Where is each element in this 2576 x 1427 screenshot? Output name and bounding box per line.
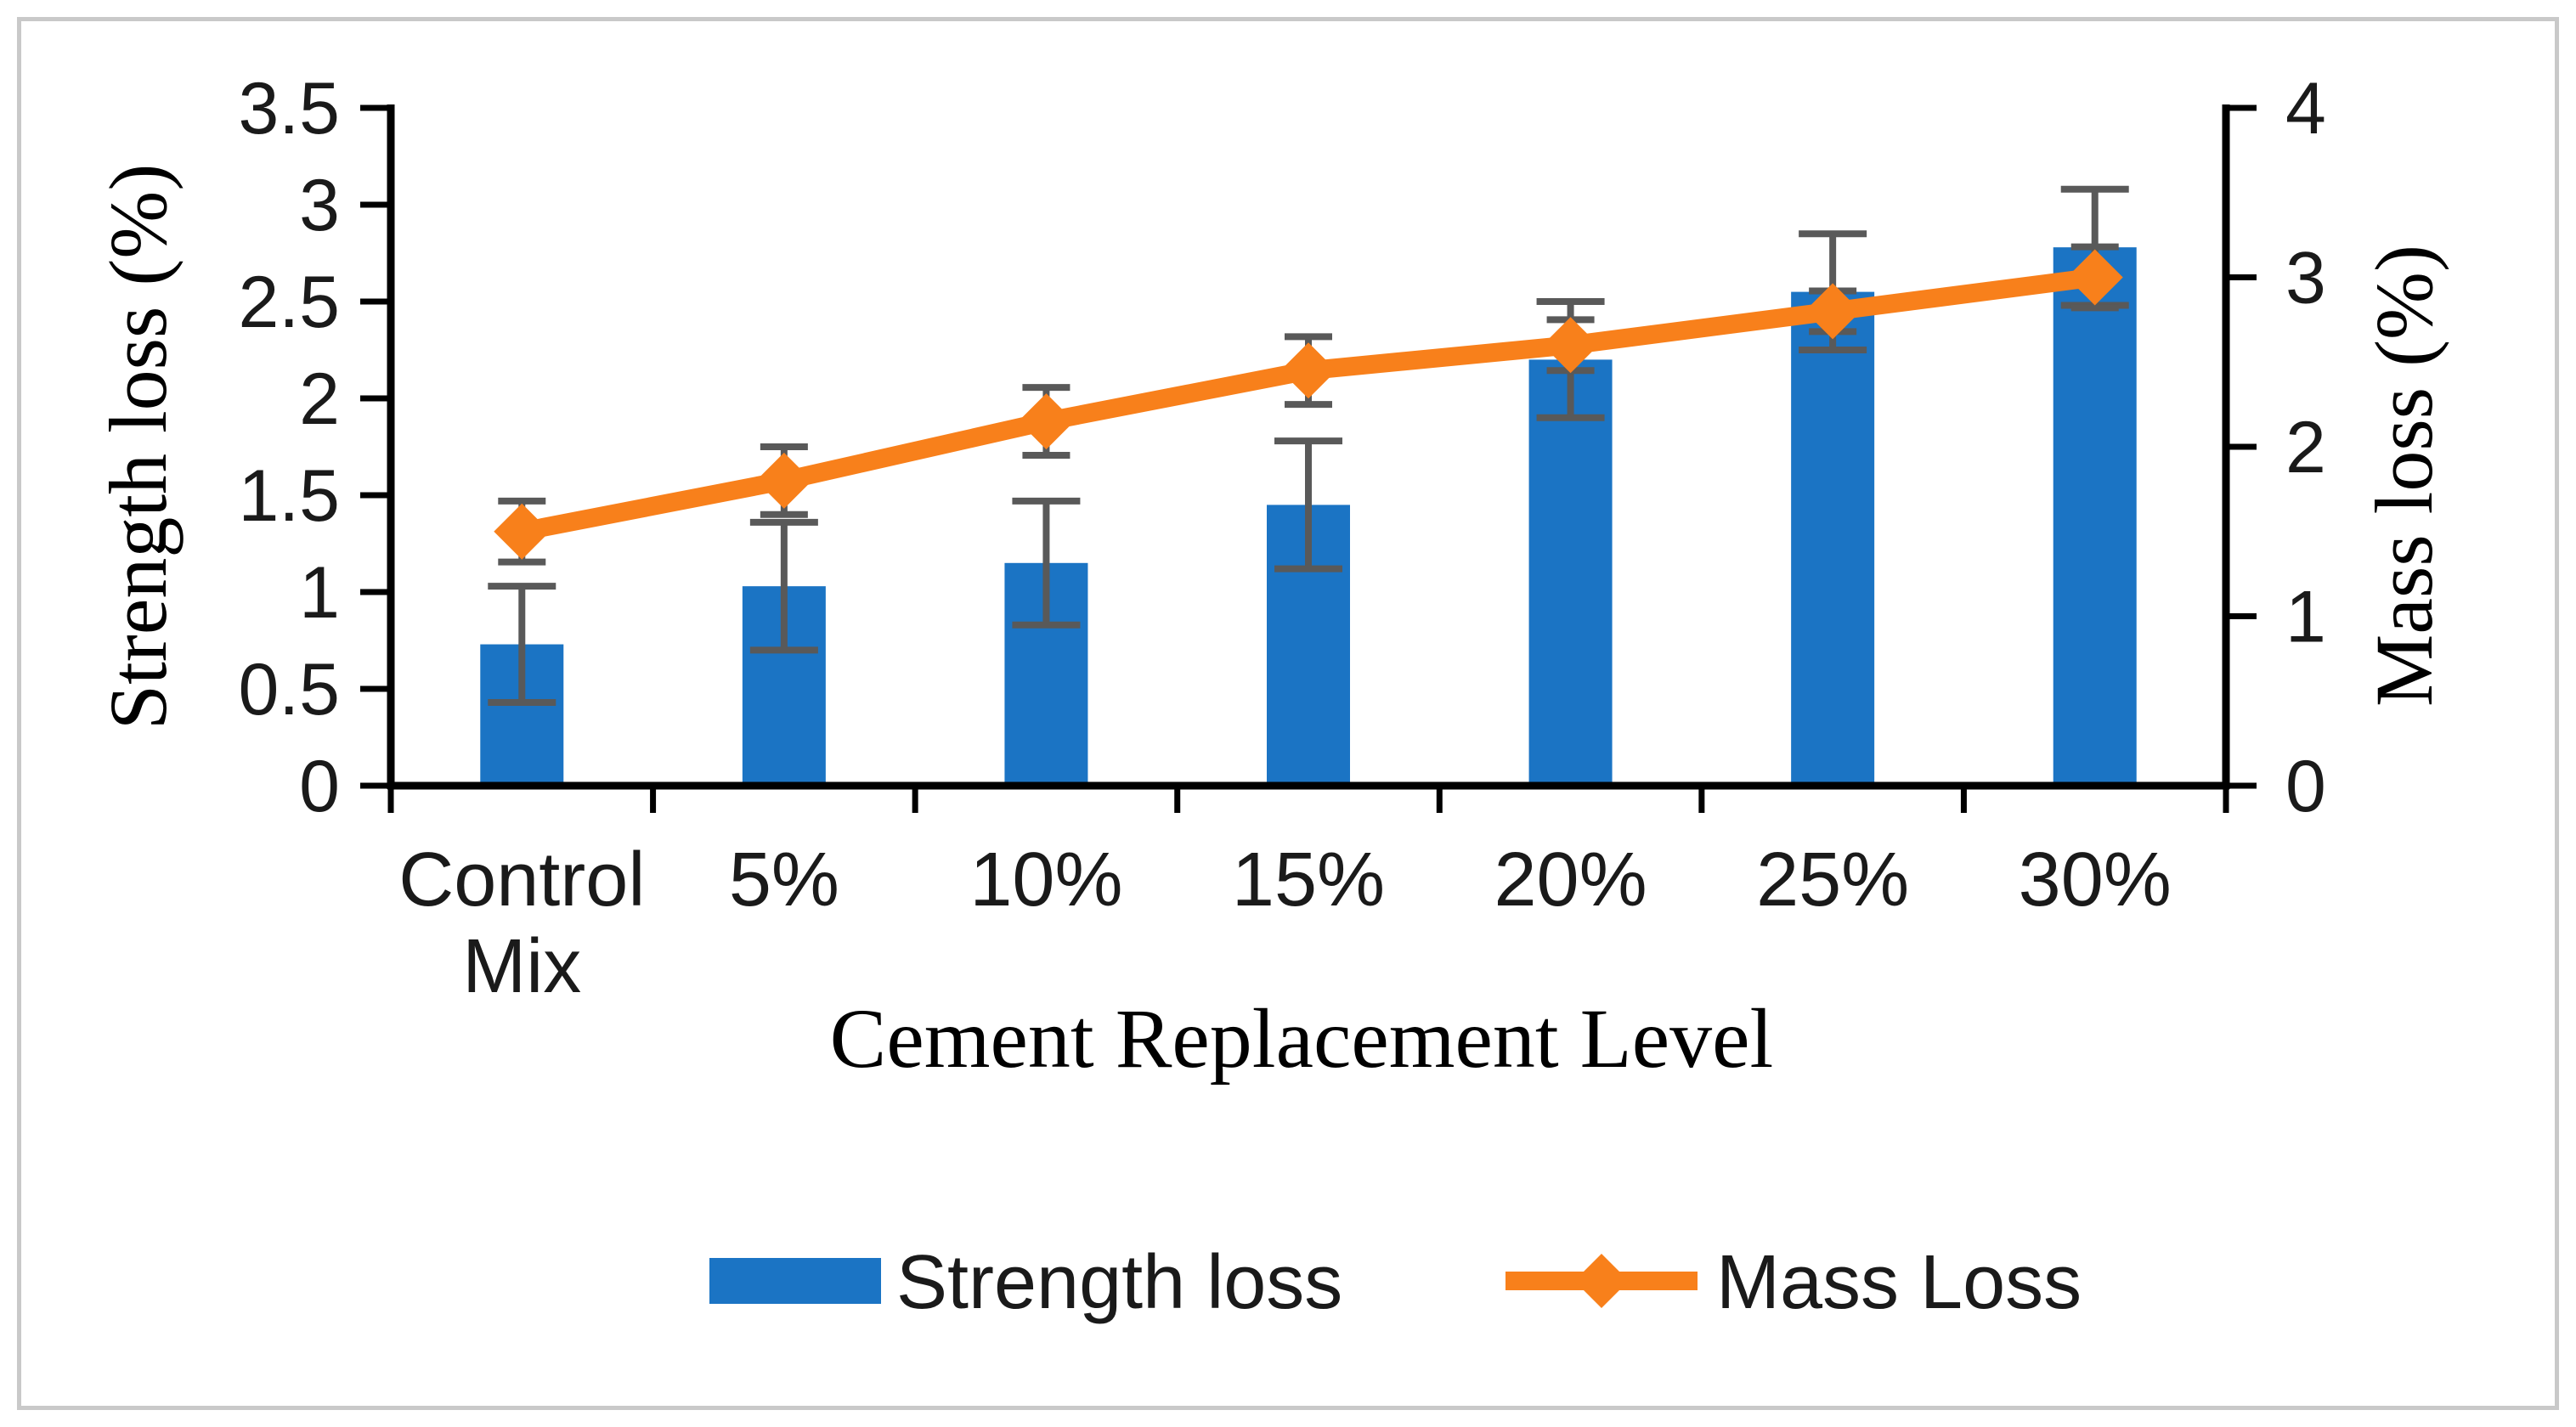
x-axis-title: Cement Replacement Level xyxy=(830,991,1774,1086)
axes xyxy=(360,104,2257,813)
category-label: 10% xyxy=(969,838,1122,922)
diamond-marker xyxy=(1018,393,1075,450)
error-bar xyxy=(749,518,818,654)
legend-strength-loss-label: Strength loss xyxy=(896,1240,1342,1325)
tick-label: 4 xyxy=(2285,68,2326,149)
tick-label: 2 xyxy=(299,358,340,440)
tick-label: 2.5 xyxy=(238,262,340,343)
category-label: Mix xyxy=(462,924,581,1009)
error-bar xyxy=(1012,497,1081,629)
tick-label: 3.5 xyxy=(238,68,340,149)
tick-label: 0 xyxy=(299,746,340,827)
bar xyxy=(1528,359,1613,789)
diamond-marker xyxy=(755,452,812,509)
bar xyxy=(2053,247,2137,789)
y-axis-right-title: Mass loss (%) xyxy=(2359,245,2449,707)
category-label: 5% xyxy=(729,838,839,922)
legend-mass-loss-label: Mass Loss xyxy=(1716,1240,2082,1325)
diamond-marker xyxy=(1805,283,1861,340)
legend-markers xyxy=(709,1254,1698,1308)
tick-label: 0.5 xyxy=(238,649,340,730)
tick-label: 3 xyxy=(2285,238,2326,319)
category-label: Control xyxy=(398,838,645,922)
legend-bar-swatch xyxy=(709,1258,881,1304)
diamond-marker xyxy=(494,503,551,560)
tick-label: 1 xyxy=(299,552,340,634)
category-label: 20% xyxy=(1494,838,1647,922)
legend-diamond-marker xyxy=(1574,1254,1629,1308)
y-axis-left-title: Strength loss (%) xyxy=(93,164,184,730)
tick-labels: 0 0.5 1 1.5 2 2.5 3 3.5 0 1 2 3 4 xyxy=(238,68,2325,827)
legend: Strength loss Mass Loss xyxy=(709,1240,2082,1325)
tick-label: 1 xyxy=(2285,577,2326,658)
error-bar xyxy=(488,583,556,706)
figure-border xyxy=(17,17,2559,1410)
tick-label: 2 xyxy=(2285,407,2326,488)
strength-loss-bars xyxy=(480,247,2137,790)
category-label: 30% xyxy=(2019,838,2172,922)
bar xyxy=(1791,291,1875,790)
tick-label: 1.5 xyxy=(238,455,340,537)
tick-label: 0 xyxy=(2285,746,2326,827)
mass-loss-line xyxy=(494,249,2123,560)
diamond-marker xyxy=(2066,249,2123,306)
category-label: 15% xyxy=(1232,838,1385,922)
diamond-marker xyxy=(1280,342,1336,399)
tick-label: 3 xyxy=(299,165,340,246)
category-label: 25% xyxy=(1756,838,1909,922)
error-bar xyxy=(1274,437,1342,572)
diamond-marker xyxy=(1542,317,1599,374)
